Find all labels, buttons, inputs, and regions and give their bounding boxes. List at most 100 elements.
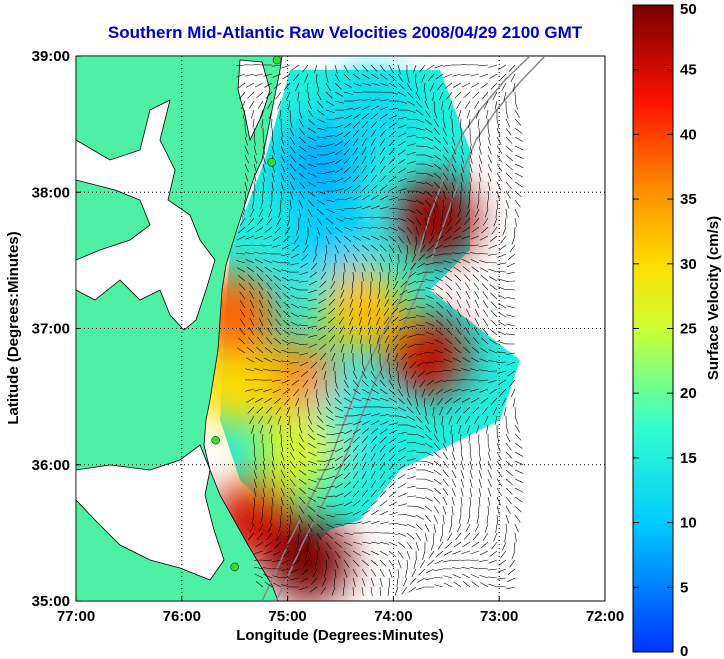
current-vector <box>379 444 386 453</box>
current-vector <box>325 109 335 113</box>
current-vector <box>334 483 343 489</box>
current-vector <box>343 91 353 95</box>
current-vector <box>338 316 345 325</box>
current-vector <box>370 244 379 251</box>
current-vector <box>255 266 264 273</box>
current-vector <box>415 496 425 500</box>
current-vector <box>352 361 356 371</box>
current-vector <box>349 316 354 326</box>
current-vector <box>298 118 304 127</box>
current-vector <box>313 64 318 74</box>
current-vector <box>251 424 255 434</box>
current-vector <box>445 328 453 336</box>
current-vector <box>425 370 435 375</box>
current-vector <box>325 199 335 203</box>
current-vector <box>238 283 246 291</box>
current-vector <box>361 420 371 426</box>
current-vector <box>325 244 328 254</box>
current-vector <box>443 388 453 393</box>
current-vector <box>407 334 417 338</box>
current-vector <box>496 469 503 478</box>
current-vector <box>442 208 444 219</box>
current-vector <box>442 136 449 145</box>
current-vector <box>236 244 246 248</box>
current-vector <box>479 369 489 372</box>
current-vector <box>325 485 335 489</box>
current-vector <box>334 439 344 444</box>
current-vector <box>482 318 489 327</box>
current-vector <box>329 343 336 352</box>
current-vector <box>514 496 523 503</box>
current-vector <box>423 397 426 407</box>
current-vector <box>343 82 352 88</box>
current-vector <box>415 136 425 139</box>
current-vector <box>302 379 309 388</box>
current-vector <box>334 406 344 412</box>
current-vector <box>282 329 291 336</box>
current-vector <box>266 327 273 336</box>
current-vector <box>255 541 264 548</box>
current-vector <box>407 325 417 328</box>
current-vector <box>289 190 294 200</box>
current-vector <box>379 165 386 174</box>
current-vector <box>471 581 480 588</box>
current-vector <box>325 151 335 156</box>
current-vector <box>316 442 326 446</box>
current-vector <box>280 487 285 497</box>
current-vector <box>307 460 317 465</box>
current-vector <box>397 568 400 578</box>
current-vector <box>460 433 462 443</box>
current-vector <box>397 431 407 435</box>
current-vector <box>436 310 444 318</box>
current-vector <box>290 321 300 327</box>
current-vector <box>496 181 502 191</box>
current-vector <box>398 316 408 322</box>
current-vector <box>497 361 507 363</box>
current-vector <box>451 469 457 479</box>
current-vector <box>284 226 291 235</box>
current-vector <box>298 469 307 476</box>
current-vector <box>446 406 453 415</box>
current-vector <box>246 347 255 354</box>
current-vector <box>379 156 386 165</box>
current-vector <box>443 550 453 556</box>
current-vector <box>320 271 327 280</box>
current-vector <box>379 406 389 408</box>
current-vector <box>442 424 445 434</box>
current-vector <box>283 310 291 318</box>
current-vector <box>352 206 362 210</box>
velocity-cell <box>383 313 468 398</box>
current-vector <box>331 352 336 362</box>
current-vector <box>243 199 246 209</box>
current-vector <box>370 64 378 72</box>
current-vector <box>280 172 285 182</box>
current-vector <box>440 217 444 227</box>
current-vector <box>406 134 416 138</box>
current-vector <box>361 165 368 174</box>
current-vector <box>451 451 456 461</box>
current-vector <box>352 175 360 183</box>
current-vector <box>325 449 335 453</box>
current-vector <box>301 568 309 576</box>
current-vector <box>415 91 421 101</box>
current-vector <box>479 358 489 363</box>
current-vector <box>271 469 276 479</box>
current-vector <box>238 337 246 345</box>
current-vector <box>461 388 471 392</box>
current-vector <box>415 451 425 454</box>
current-vector <box>334 244 339 254</box>
current-vector <box>443 575 453 579</box>
current-vector <box>388 166 396 174</box>
current-vector <box>279 109 282 119</box>
current-vector <box>376 298 381 308</box>
current-vector <box>406 199 416 203</box>
current-vector <box>434 559 444 565</box>
current-vector <box>478 478 482 488</box>
current-vector <box>388 107 398 111</box>
current-vector <box>334 503 344 507</box>
current-vector <box>343 437 352 444</box>
current-vector <box>254 258 264 264</box>
current-vector <box>482 532 489 541</box>
current-vector <box>442 190 447 200</box>
current-vector <box>289 163 296 172</box>
